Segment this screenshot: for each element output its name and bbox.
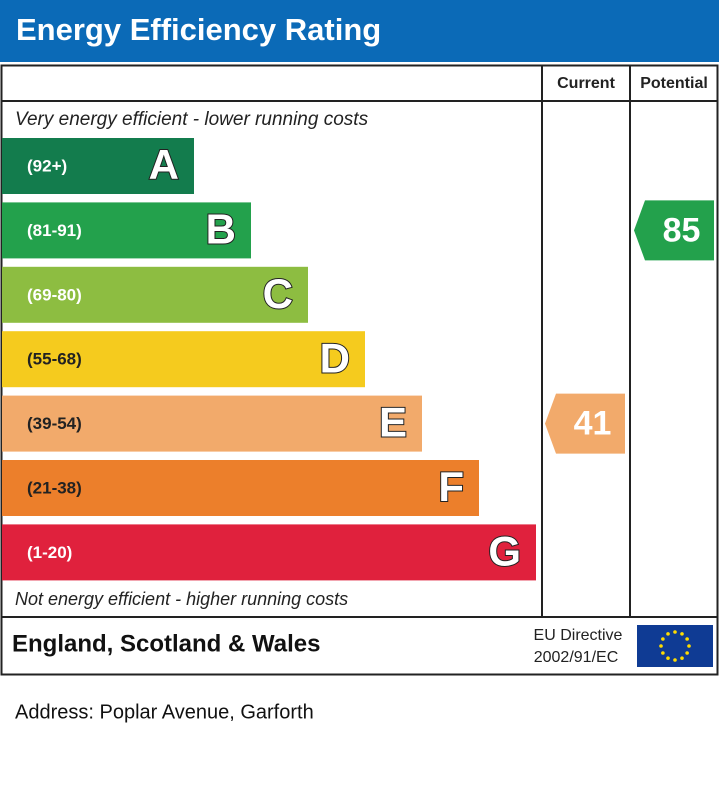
band-letter: C (263, 270, 293, 317)
star (673, 630, 677, 634)
star (680, 632, 684, 636)
frame (0, 64, 719, 676)
star (685, 651, 689, 655)
band-letter: F (438, 463, 464, 510)
directive: EU Directive (534, 627, 623, 644)
band-bar (2, 266, 308, 323)
column-header: Potential (640, 75, 708, 92)
band-bar (2, 395, 422, 452)
potential-value: 85 (663, 211, 701, 249)
band-range: (69-80) (27, 285, 82, 304)
current-arrow (545, 393, 625, 454)
band-bar (2, 138, 194, 194)
band-range: (81-91) (27, 221, 82, 240)
current-value: 41 (574, 405, 612, 443)
band-range: (92+) (27, 156, 67, 175)
band-letter: E (379, 399, 407, 446)
band-range: (21-38) (27, 478, 82, 497)
band-bar (2, 524, 536, 581)
star (685, 637, 689, 641)
band-range: (39-54) (27, 414, 82, 433)
star (687, 644, 691, 648)
band-bar (2, 460, 479, 516)
band-bar (2, 331, 365, 388)
eu-stars (659, 630, 691, 662)
star (666, 632, 670, 636)
band-range: (55-68) (27, 350, 82, 369)
star (661, 637, 665, 641)
potential-arrow (634, 200, 714, 261)
star (673, 658, 677, 662)
band-letter: A (149, 141, 179, 188)
star (659, 644, 663, 648)
star (661, 651, 665, 655)
star (666, 656, 670, 660)
band-bar (2, 202, 251, 259)
star (680, 656, 684, 660)
directive: 2002/91/EC (534, 649, 619, 666)
region: England, Scotland & Wales (12, 630, 320, 657)
top-note: Very energy efficient - lower running co… (15, 109, 369, 130)
band-range: (1-20) (27, 543, 72, 562)
band-letter: D (320, 334, 350, 381)
title: Energy Efficiency Rating (16, 12, 381, 47)
band-letter: B (206, 205, 236, 252)
header-bar (0, 0, 719, 62)
bottom-note: Not energy efficient - higher running co… (15, 589, 348, 609)
address: Address: Poplar Avenue, Garforth (15, 701, 314, 723)
column-header: Current (557, 75, 615, 92)
band-letter: G (488, 527, 521, 574)
